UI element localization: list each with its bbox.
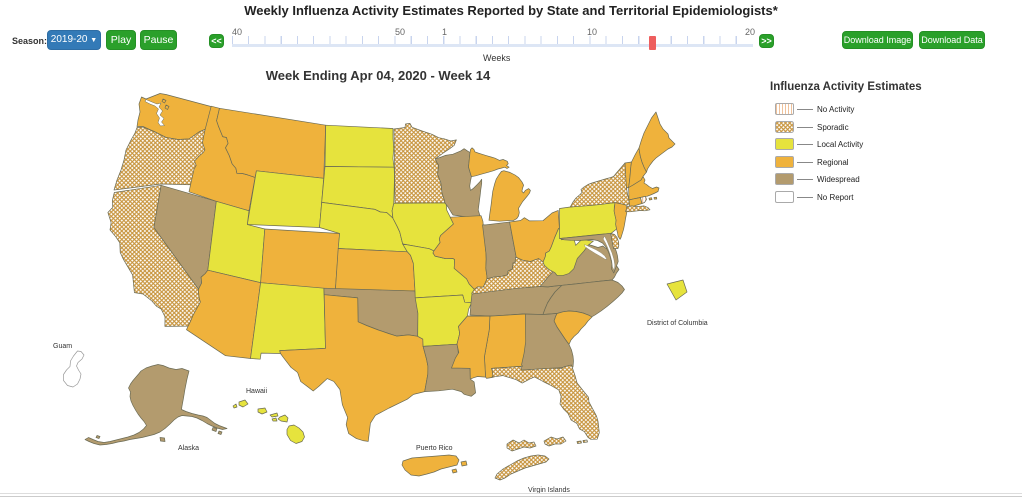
svg-text:Hawaii: Hawaii — [246, 388, 267, 395]
svg-text:Virgin Islands: Virgin Islands — [528, 487, 570, 494]
svg-text:Guam: Guam — [53, 343, 72, 350]
svg-text:Puerto Rico: Puerto Rico — [416, 445, 453, 452]
svg-text:District of Columbia: District of Columbia — [647, 320, 708, 327]
svg-text:Alaska: Alaska — [178, 445, 199, 452]
